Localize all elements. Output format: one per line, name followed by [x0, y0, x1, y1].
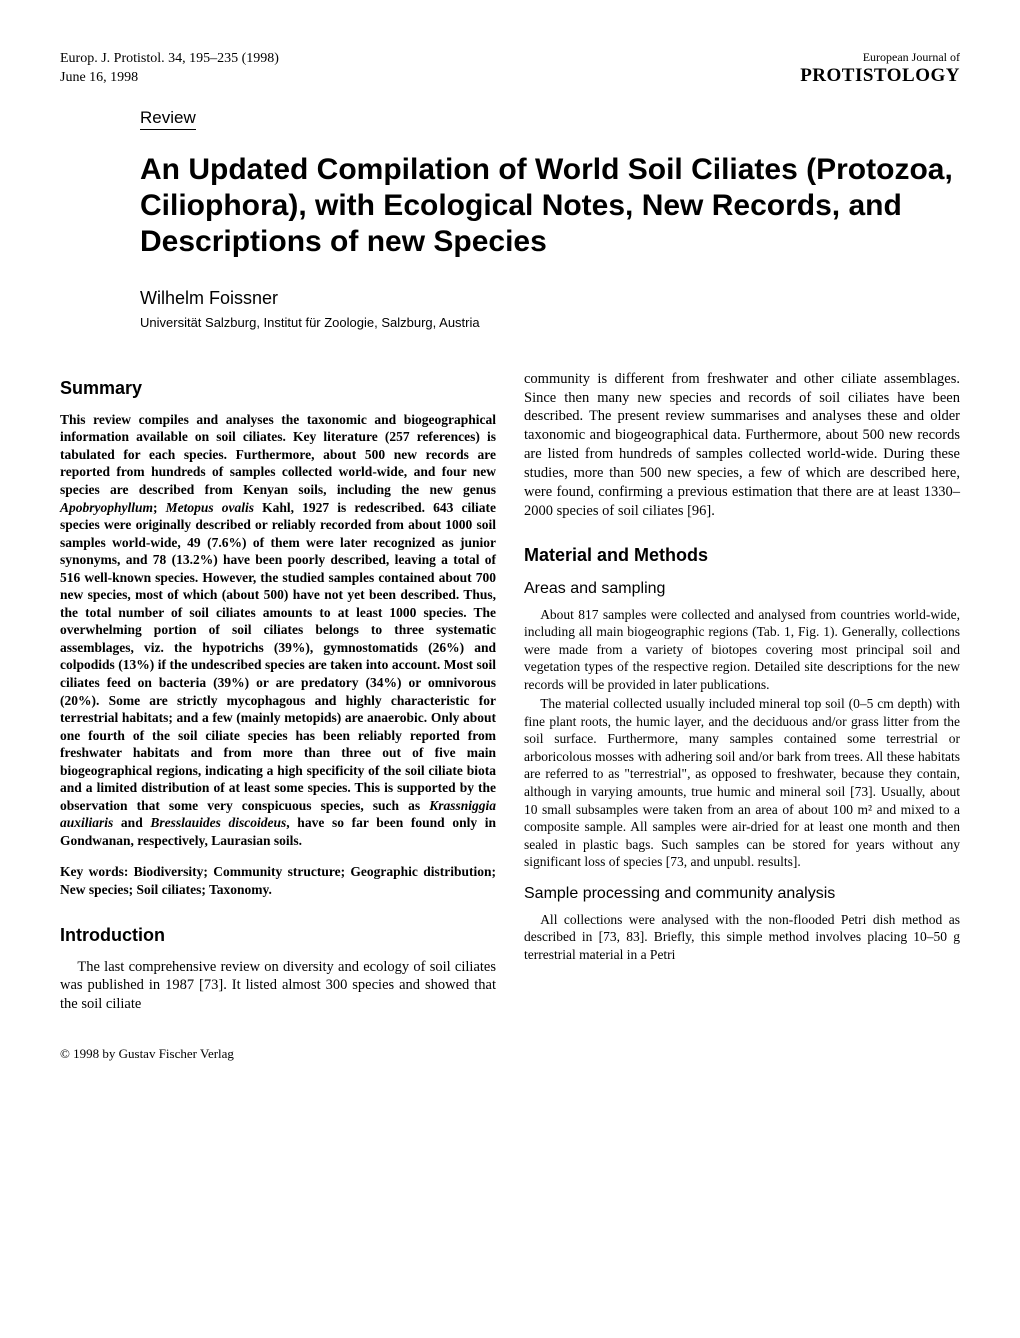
- review-label: Review: [140, 108, 196, 130]
- journal-name: PROTISTOLOGY: [800, 65, 960, 87]
- author-name: Wilhelm Foissner: [140, 288, 960, 309]
- author-block: Wilhelm Foissner Universität Salzburg, I…: [140, 288, 960, 330]
- intro-paragraph-1: The last comprehensive review on diversi…: [60, 958, 496, 1015]
- article-title: An Updated Compilation of World Soil Cil…: [140, 152, 960, 260]
- journal-block: European Journal of PROTISTOLOGY: [800, 50, 960, 87]
- two-column-layout: Summary This review compiles and analyse…: [60, 370, 960, 1016]
- material-methods-heading: Material and Methods: [524, 545, 960, 566]
- citation-line-1: Europ. J. Protistol. 34, 195–235 (1998): [60, 50, 279, 69]
- summary-heading: Summary: [60, 378, 496, 399]
- citation-block: Europ. J. Protistol. 34, 195–235 (1998) …: [60, 50, 279, 88]
- copyright-footer: © 1998 by Gustav Fischer Verlag: [60, 1046, 960, 1062]
- author-affiliation: Universität Salzburg, Institut für Zoolo…: [140, 315, 960, 330]
- sample-processing-heading: Sample processing and community analysis: [524, 885, 960, 903]
- areas-sampling-heading: Areas and sampling: [524, 580, 960, 598]
- areas-paragraph-2: The material collected usually included …: [524, 695, 960, 870]
- areas-paragraph-1: About 817 samples were collected and ana…: [524, 606, 960, 694]
- citation-line-2: June 16, 1998: [60, 69, 279, 88]
- intro-continuation: community is different from freshwater a…: [524, 370, 960, 521]
- abstract-text: This review compiles and analyses the ta…: [60, 411, 496, 850]
- page-header: Europ. J. Protistol. 34, 195–235 (1998) …: [60, 50, 960, 88]
- left-column: Summary This review compiles and analyse…: [60, 370, 496, 1016]
- keywords-text: Key words: Biodiversity; Community struc…: [60, 863, 496, 898]
- journal-prefix: European Journal of: [800, 50, 960, 65]
- introduction-heading: Introduction: [60, 925, 496, 946]
- right-column: community is different from freshwater a…: [524, 370, 960, 1016]
- sample-processing-paragraph-1: All collections were analysed with the n…: [524, 911, 960, 964]
